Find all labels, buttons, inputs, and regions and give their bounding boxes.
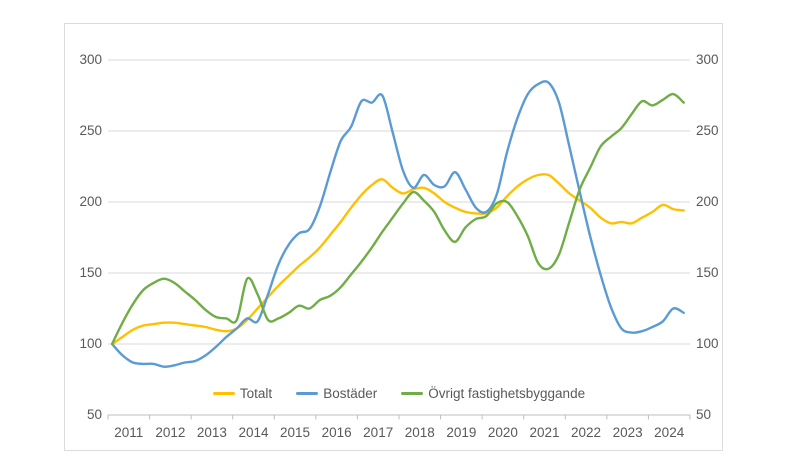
legend-item-ovrigt-fastighetsbyggande: Övrigt fastighetsbyggande — [401, 386, 585, 401]
x-tick-label: 2014 — [238, 425, 269, 440]
x-tick-label: 2020 — [487, 425, 518, 440]
x-tick-label: 2015 — [280, 425, 311, 440]
y-tick-label-left: 150 — [79, 265, 102, 280]
y-axis-right: 50 100 150 200 250 300 — [696, 0, 742, 469]
x-tick-label: 2016 — [321, 425, 352, 440]
y-tick-label-left: 250 — [79, 123, 102, 138]
y-tick-label-left: 50 — [86, 407, 102, 422]
series-line-bostader — [110, 80, 685, 368]
x-tick-label: 2012 — [155, 425, 186, 440]
legend-line-swatch — [296, 391, 319, 395]
y-tick-label-right: 150 — [696, 265, 719, 280]
x-tick-label: 2018 — [404, 425, 435, 440]
legend-label: Totalt — [239, 385, 273, 401]
x-tick-label: 2024 — [654, 425, 685, 440]
y-tick-label-right: 200 — [696, 194, 719, 209]
legend-line-swatch — [212, 391, 235, 395]
y-tick-label-left: 300 — [79, 52, 102, 67]
y-tick-label-right: 300 — [696, 52, 719, 67]
legend-label: Övrigt fastighetsbyggande — [428, 385, 586, 401]
series-line-ovrigt-fastighetsbyggande — [110, 92, 685, 346]
series-line-totalt — [110, 173, 685, 346]
y-tick-label-right: 250 — [696, 123, 719, 138]
y-tick-label-right: 50 — [696, 407, 712, 422]
y-tick-label-left: 100 — [79, 336, 102, 351]
x-tick-label: 2021 — [529, 425, 560, 440]
x-tick-label: 2019 — [446, 425, 477, 440]
x-tick-label: 2013 — [196, 425, 227, 440]
legend-item-bostader: Bostäder — [296, 386, 377, 401]
x-tick-label: 2022 — [571, 425, 602, 440]
y-tick-label-right: 100 — [696, 336, 719, 351]
x-tick-label: 2023 — [612, 425, 643, 440]
y-tick-label-left: 200 — [79, 194, 102, 209]
legend-line-swatch — [401, 391, 424, 395]
y-axis-left: 50 100 150 200 250 300 — [56, 0, 102, 469]
legend: Totalt Bostäder Övrigt fastighetsbyggande — [108, 384, 690, 402]
x-tick-label: 2017 — [363, 425, 394, 440]
x-tick-label: 2011 — [114, 425, 144, 440]
chart-border — [64, 23, 723, 451]
legend-item-totalt: Totalt — [212, 385, 273, 401]
legend-label: Bostäder — [323, 385, 378, 401]
